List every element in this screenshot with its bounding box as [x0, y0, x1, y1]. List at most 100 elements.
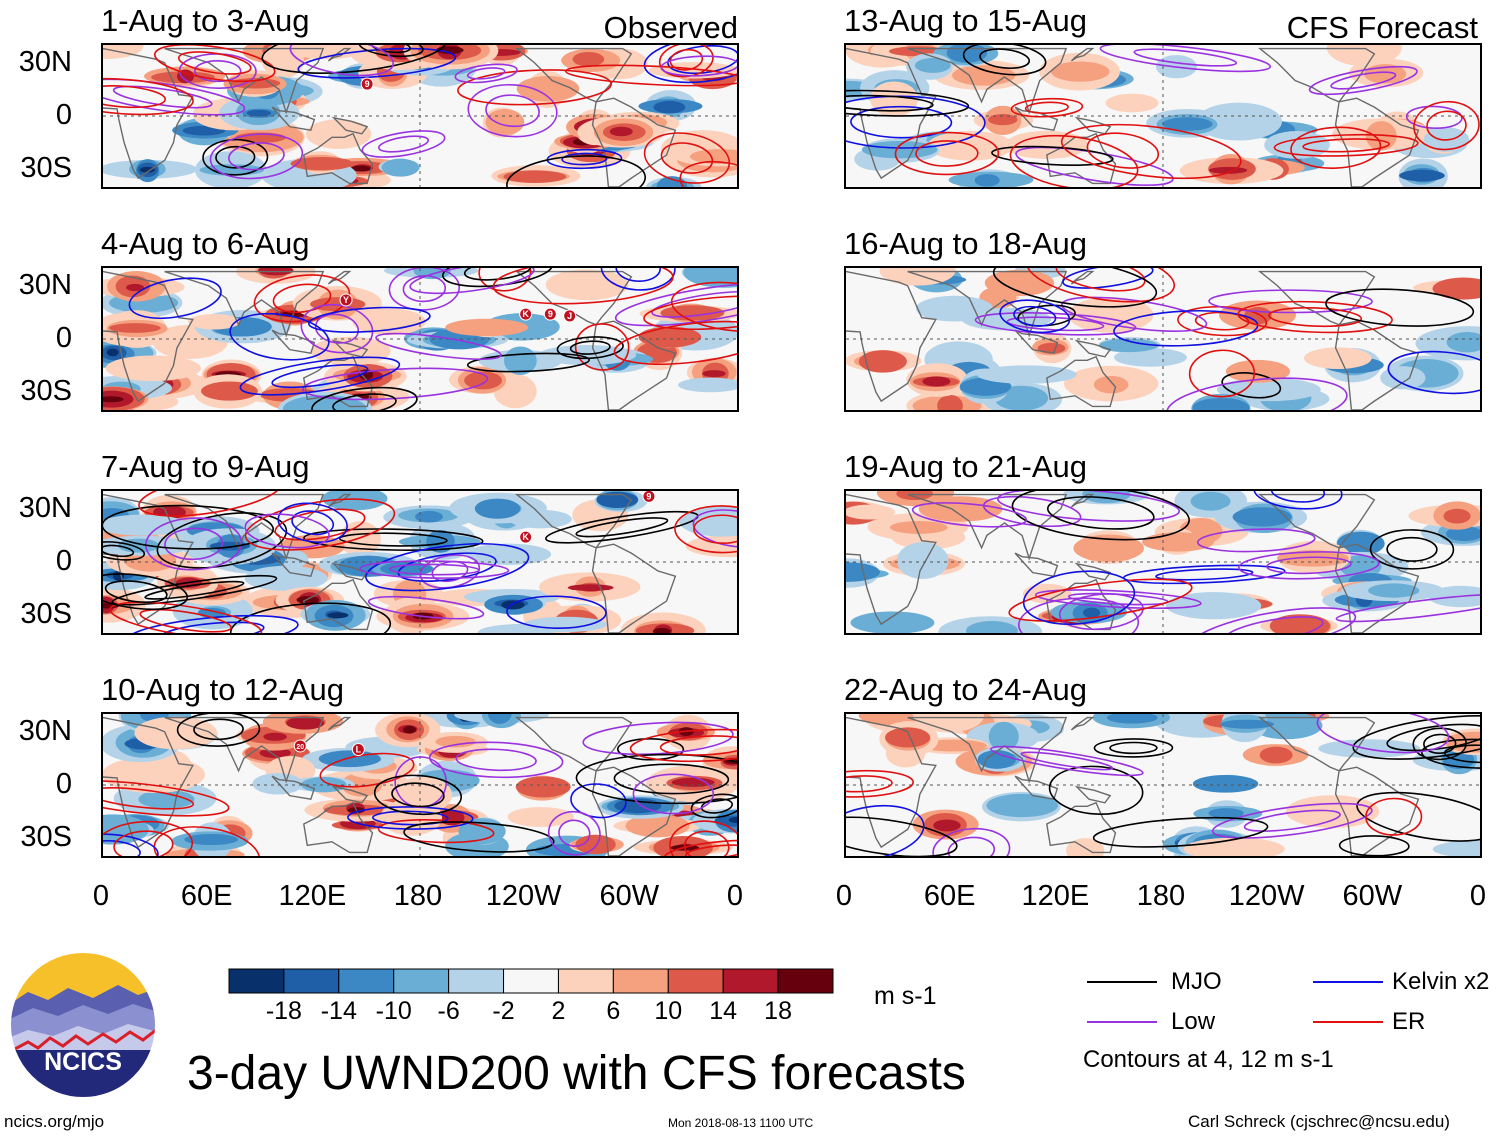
- wave-contour: [361, 130, 446, 158]
- wave-contour: [1386, 536, 1438, 562]
- wind-anomaly-cell: [896, 491, 933, 501]
- wind-anomaly-cell: [914, 58, 951, 73]
- wave-contour: [177, 51, 252, 75]
- wind-anomaly-cell: [609, 126, 633, 137]
- colorbar-swatch: [393, 968, 450, 994]
- wave-contour: [1133, 48, 1238, 67]
- tropical-cyclone-marker: 9: [360, 77, 374, 91]
- wave-contour: [229, 602, 392, 633]
- lon-tick-label: 0: [726, 880, 744, 912]
- svg-text:J: J: [567, 311, 572, 321]
- colorbar-tick-label: -10: [375, 997, 412, 1025]
- continent-outline: [1014, 775, 1059, 800]
- wave-contour: [1060, 123, 1242, 180]
- wave-contour: [846, 769, 914, 798]
- wind-anomaly-cell: [1142, 532, 1215, 552]
- wave-contour: [164, 527, 224, 561]
- lat-tick-label: 30S: [20, 821, 72, 854]
- wave-contour: [1092, 816, 1269, 848]
- svg-text:9: 9: [365, 79, 370, 89]
- wave-contour: [1421, 738, 1480, 769]
- wave-contour: [455, 748, 537, 772]
- wave-contour: [402, 275, 447, 303]
- wave-contour: [670, 281, 737, 333]
- colorbar-tick-label: 6: [606, 997, 621, 1025]
- lat-tick-label: 30N: [18, 714, 72, 747]
- wind-anomaly-cell: [516, 75, 580, 102]
- colorbar-swatch: [667, 968, 724, 994]
- wind-anomaly-cell: [103, 514, 188, 536]
- wind-anomaly-cell: [305, 119, 372, 150]
- colorbar-swatch: [338, 968, 395, 994]
- wind-field: 20 L: [103, 714, 737, 856]
- wind-anomaly-cell: [922, 376, 951, 387]
- wind-anomaly-cell: [327, 612, 349, 619]
- wave-contour: [997, 491, 1181, 522]
- wind-anomaly-cell: [652, 627, 671, 633]
- wave-contour: [1352, 715, 1480, 760]
- lon-tick-label: 0: [835, 880, 853, 912]
- wind-anomaly-cell: [988, 114, 1018, 126]
- wind-anomaly-cell: [339, 521, 381, 557]
- wind-anomaly-cell: [465, 543, 552, 565]
- wave-contour: [1013, 305, 1057, 327]
- wave-contour: [915, 140, 979, 167]
- wind-anomaly-cell: [946, 45, 988, 63]
- wind-anomaly-cell: [1336, 531, 1385, 556]
- wave-contour: [454, 63, 518, 84]
- wind-anomaly-cell: [1445, 526, 1480, 542]
- wind-field: 9K: [103, 491, 737, 633]
- wave-contour: [574, 323, 630, 371]
- wave-contour: [103, 820, 194, 856]
- lon-tick-label: 120E: [278, 880, 347, 912]
- wind-anomaly-cell: [322, 491, 388, 511]
- wave-contour: [1308, 65, 1418, 96]
- wave-contour: [338, 532, 448, 547]
- continent-outline: [103, 47, 194, 180]
- wave-contour: [244, 513, 330, 549]
- wind-anomaly-cell: [1232, 507, 1292, 527]
- wave-contour: [667, 45, 737, 75]
- wind-anomaly-cell: [403, 725, 417, 734]
- wave-contour: [992, 268, 1158, 308]
- colorbar-swatch: [448, 968, 505, 994]
- wind-anomaly-cell: [728, 817, 737, 824]
- wind-anomaly-cell: [252, 773, 304, 795]
- wave-contour: [403, 821, 555, 853]
- wave-contour: [1268, 307, 1363, 328]
- wind-anomaly-cell: [974, 174, 1000, 187]
- panel-title: 19-Aug to 21-Aug: [844, 449, 1088, 484]
- wave-contour: [1386, 723, 1480, 752]
- svg-text:9: 9: [548, 309, 553, 319]
- wave-contour: [261, 45, 448, 74]
- wave-contour: [103, 780, 230, 817]
- panel-title: 13-Aug to 15-Aug: [844, 3, 1088, 38]
- colorbar-tick-label: 10: [654, 997, 683, 1025]
- lat-tick-label: 30S: [20, 598, 72, 631]
- wave-contour: [1426, 110, 1467, 141]
- wave-contour: [365, 543, 530, 592]
- wind-anomaly-cell: [485, 108, 525, 136]
- footer-url[interactable]: ncics.org/mjo: [4, 1112, 105, 1131]
- wind-anomaly-cell: [501, 600, 525, 610]
- wind-anomaly-cell: [1192, 397, 1250, 410]
- wave-contour: [153, 826, 261, 856]
- wind-anomaly-cell: [352, 308, 426, 336]
- wave-contour: [466, 352, 591, 373]
- wind-anomaly-cell: [139, 166, 155, 173]
- wave-contour: [347, 806, 474, 830]
- continent-outline: [1070, 47, 1095, 62]
- wave-contour: [846, 775, 893, 793]
- wind-anomaly-cell: [1192, 774, 1259, 793]
- continent-outline: [1045, 132, 1117, 185]
- map-panel-obs-4: 20 L: [101, 712, 739, 858]
- wave-contour: [1034, 589, 1202, 610]
- wind-anomaly-cell: [933, 819, 961, 832]
- continent-outline: [271, 329, 316, 354]
- wind-anomaly-cell: [884, 727, 931, 748]
- wave-contour: [561, 152, 608, 166]
- wave-contour: [1405, 105, 1463, 129]
- colorbar-swatch: [612, 968, 669, 994]
- continent-outline: [103, 493, 194, 626]
